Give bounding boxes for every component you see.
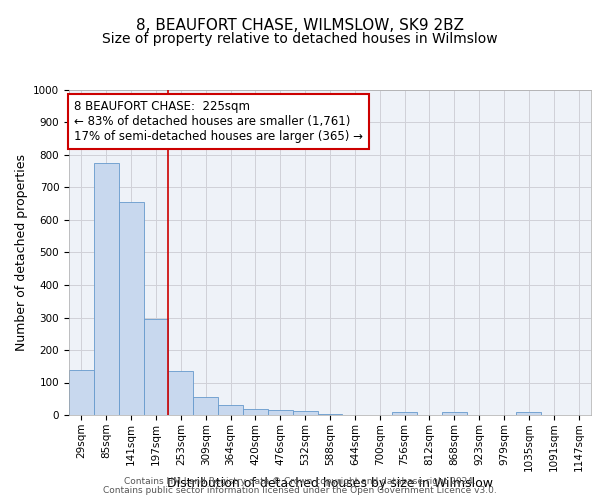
Bar xyxy=(218,405,243,415)
Text: Contains HM Land Registry data © Crown copyright and database right 2024.: Contains HM Land Registry data © Crown c… xyxy=(124,477,476,486)
Bar xyxy=(169,371,193,415)
Bar xyxy=(392,412,417,415)
Bar xyxy=(293,411,317,415)
Bar xyxy=(517,412,541,415)
Bar xyxy=(193,397,218,415)
Text: 8, BEAUFORT CHASE, WILMSLOW, SK9 2BZ: 8, BEAUFORT CHASE, WILMSLOW, SK9 2BZ xyxy=(136,18,464,32)
Bar xyxy=(94,163,119,415)
X-axis label: Distribution of detached houses by size in Wilmslow: Distribution of detached houses by size … xyxy=(167,477,493,490)
Bar xyxy=(69,370,94,415)
Text: Contains public sector information licensed under the Open Government Licence v3: Contains public sector information licen… xyxy=(103,486,497,495)
Bar xyxy=(268,410,293,415)
Bar xyxy=(119,202,143,415)
Bar xyxy=(143,319,169,415)
Bar xyxy=(243,408,268,415)
Bar xyxy=(317,414,343,415)
Bar xyxy=(442,412,467,415)
Y-axis label: Number of detached properties: Number of detached properties xyxy=(14,154,28,351)
Text: Size of property relative to detached houses in Wilmslow: Size of property relative to detached ho… xyxy=(102,32,498,46)
Text: 8 BEAUFORT CHASE:  225sqm
← 83% of detached houses are smaller (1,761)
17% of se: 8 BEAUFORT CHASE: 225sqm ← 83% of detach… xyxy=(74,100,363,142)
